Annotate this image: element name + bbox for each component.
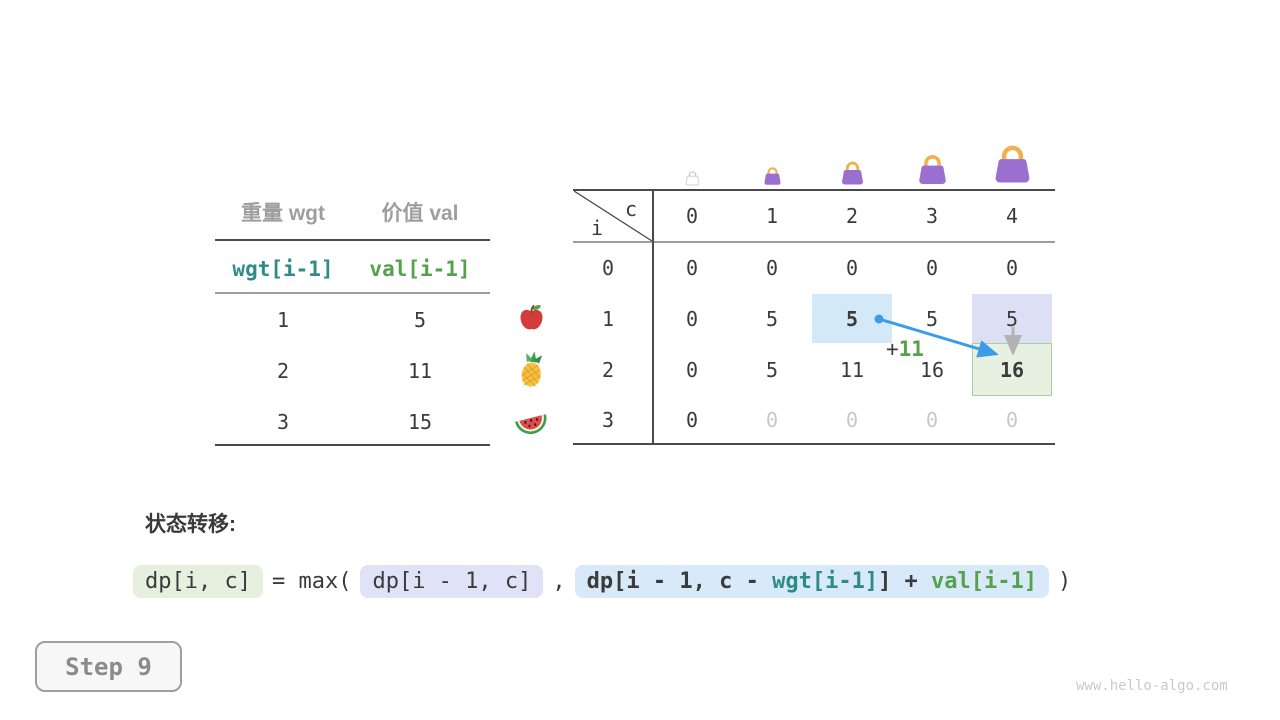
added-value: 11 [898, 337, 924, 361]
formula-option2-mid: ] + [878, 568, 932, 594]
dp-row-label: 1 [601, 306, 615, 331]
step-button[interactable]: Step 9 [35, 641, 182, 692]
watermelon-icon [511, 404, 551, 438]
formula-comma: , [552, 568, 566, 594]
formula-result-box: dp[i, c] [133, 564, 263, 598]
dp-corner-col-var: c [624, 197, 638, 221]
item-value: 15 [407, 410, 433, 434]
value-add-annotation: +11 [886, 337, 924, 361]
formula-option2-val: val[i-1] [931, 568, 1038, 594]
dp-cell-current-highlight: 16 [972, 343, 1052, 396]
dp-cell: 5 [925, 306, 939, 331]
dp-cell: 0 [685, 306, 699, 331]
dp-table-rule-bottom [573, 443, 1055, 445]
dp-cell: 0 [845, 256, 859, 280]
dp-cell: 0 [685, 357, 699, 382]
formula-option1-box: dp[i - 1, c] [360, 564, 544, 598]
items-table-rule-mid [215, 292, 490, 294]
dp-cell: 5 [765, 306, 779, 331]
dp-cell-above-highlight: 5 [972, 294, 1052, 343]
dp-row-label: 3 [601, 407, 615, 432]
items-col-header-weight: 重量 wgt [241, 202, 325, 225]
dp-cell-source-highlight: 5 [812, 294, 892, 343]
item-value: 11 [407, 359, 433, 383]
formula-close-paren: ) [1058, 568, 1072, 594]
dp-col-header: 0 [685, 204, 699, 228]
dp-corner-diagonal [574, 191, 652, 241]
handbag-icon-medium [838, 160, 867, 186]
dp-cell-pending: 0 [845, 407, 859, 432]
items-table-rule-bottom [215, 444, 490, 446]
dp-cell: 16 [919, 357, 945, 382]
dp-corner-row-var: i [590, 216, 604, 240]
dp-cell: 5 [765, 357, 779, 382]
dp-row-label: 2 [601, 357, 615, 382]
item-weight: 3 [276, 410, 290, 434]
dp-cell-pending: 0 [765, 407, 779, 432]
dp-cell: 11 [839, 357, 865, 382]
items-table-rule-top [215, 239, 490, 241]
items-index-header-wgt: wgt[i-1] [232, 257, 334, 281]
dp-col-header: 3 [925, 204, 939, 228]
formula-option2-wgt: wgt[i-1] [772, 568, 879, 594]
pineapple-icon [513, 350, 550, 389]
dp-table-rule-vertical [652, 189, 654, 445]
watermark: www.hello-algo.com [1076, 678, 1228, 694]
dp-cell: 0 [685, 407, 699, 432]
dp-cell-pending: 0 [1005, 407, 1019, 432]
formula-option2-box: dp[i - 1, c - wgt[i-1]] + val[i-1] [574, 564, 1050, 598]
dp-cell: 0 [925, 256, 939, 280]
dp-table-rule-header [573, 241, 1055, 243]
dp-cell: 0 [1005, 256, 1019, 280]
state-transition-heading: 状态转移: [145, 513, 236, 536]
handbag-icon-large [914, 153, 951, 186]
state-transition-formula: dp[i, c] = max( dp[i - 1, c] , dp[i - 1,… [133, 560, 1080, 602]
item-weight: 1 [276, 308, 290, 332]
dp-col-header: 2 [845, 204, 859, 228]
dp-row-label: 0 [601, 256, 615, 280]
dp-col-header: 1 [765, 204, 779, 228]
plus-sign: + [886, 337, 899, 361]
dp-col-header: 4 [1005, 204, 1019, 228]
dp-cell: 0 [685, 256, 699, 280]
handbag-icon-small [761, 166, 784, 186]
handbag-icon-xlarge [989, 143, 1036, 185]
ghost-bag-icon [684, 170, 701, 186]
dp-table-rule-top [573, 189, 1055, 191]
item-value: 5 [413, 308, 427, 332]
items-col-header-value: 价值 val [381, 202, 459, 225]
dp-cell: 0 [765, 256, 779, 280]
formula-equals-max: = max( [271, 568, 352, 594]
item-weight: 2 [276, 359, 290, 383]
dp-cell-pending: 0 [925, 407, 939, 432]
formula-option2-head: dp[i - 1, c - [586, 568, 773, 594]
items-index-header-val: val[i-1] [369, 257, 471, 281]
apple-icon [516, 302, 547, 334]
